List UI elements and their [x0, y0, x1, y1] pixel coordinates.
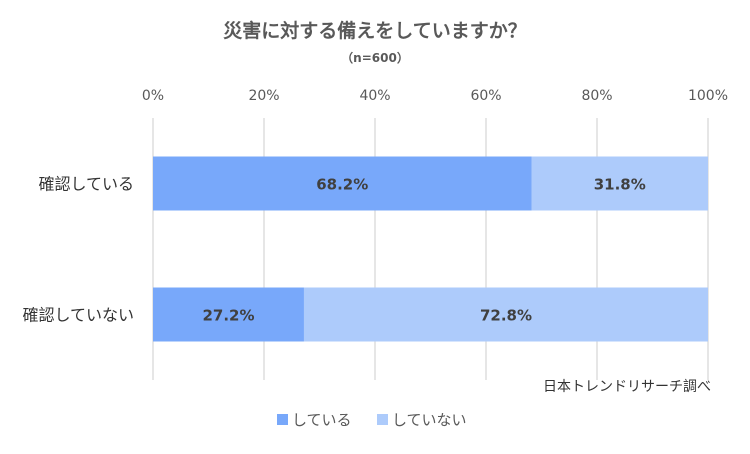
legend-label: していない [392, 411, 467, 429]
data-label: 68.2% [316, 176, 368, 194]
data-label: 31.8% [594, 176, 646, 194]
data-label: 72.8% [480, 307, 532, 325]
x-tick-label: 0% [142, 88, 164, 104]
legend-swatch [377, 414, 388, 425]
source-note: 日本トレンドリサーチ調べ [543, 379, 711, 395]
bars: 68.2% 31.8% 27.2% 72.8% [153, 156, 708, 342]
legend: している していない [277, 411, 467, 429]
bar-segment [153, 156, 532, 211]
category-label: 確認していない [22, 306, 134, 325]
chart-title: 災害に対する備えをしていますか？ [223, 19, 526, 42]
x-tick-label: 80% [581, 88, 612, 104]
category-label: 確認している [38, 175, 134, 194]
legend-swatch [277, 414, 288, 425]
x-tick-label: 20% [248, 88, 279, 104]
x-tick-label: 100% [688, 88, 728, 104]
data-label: 27.2% [202, 307, 254, 325]
x-tick-label: 60% [470, 88, 501, 104]
chart-subtitle: （n=600） [341, 50, 409, 65]
bar-segment [153, 287, 304, 342]
bar-segment [531, 156, 708, 211]
x-tick-label: 40% [359, 88, 390, 104]
legend-label: している [292, 411, 352, 429]
bar-segment [303, 287, 708, 342]
x-axis-ticks: 0% 20% 40% 60% 80% 100% [142, 88, 728, 104]
